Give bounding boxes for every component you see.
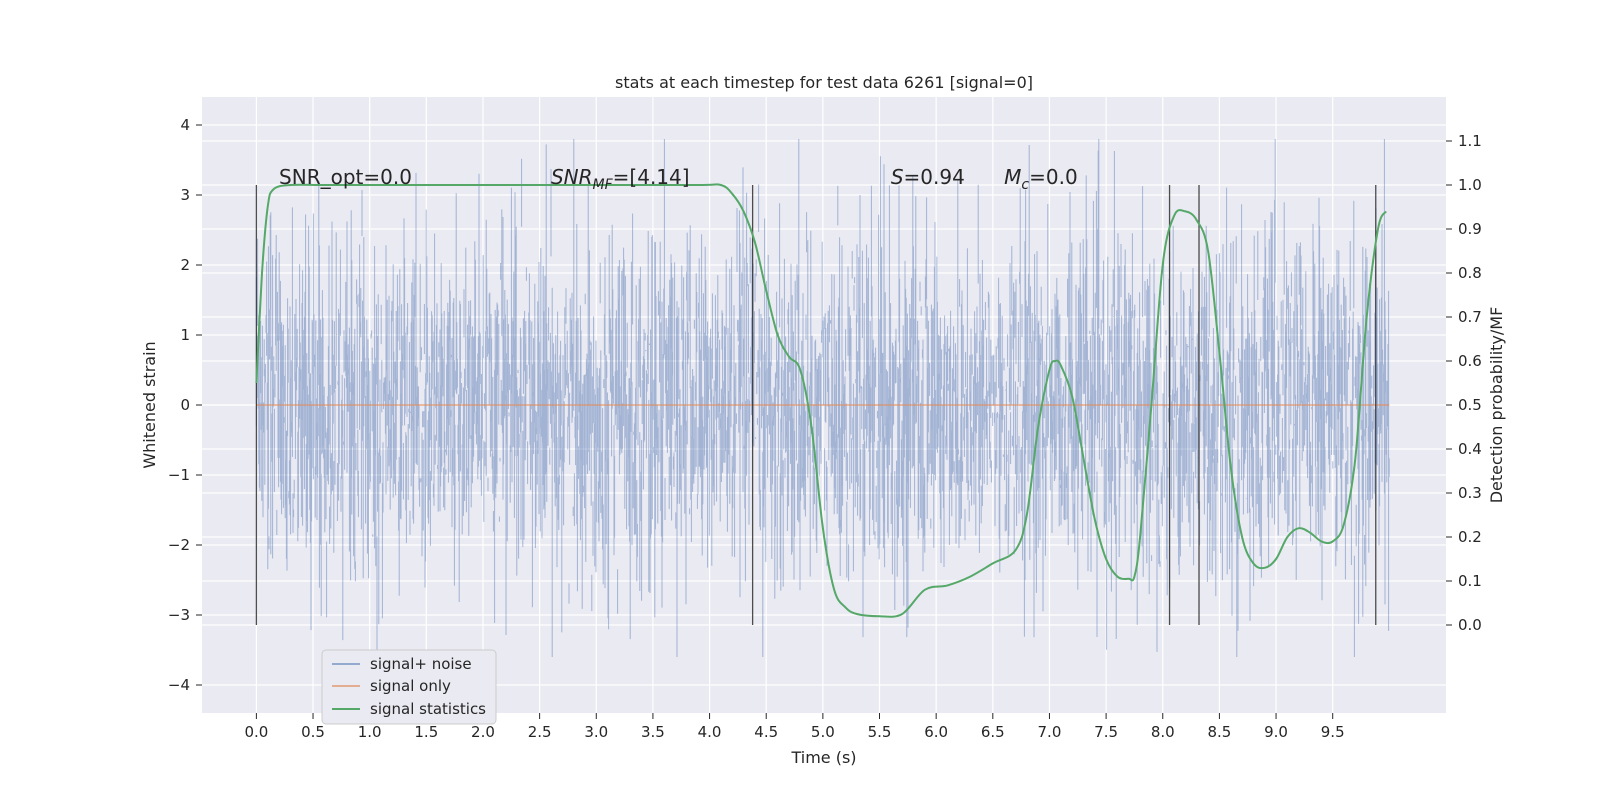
y-left-tick-label: 2 <box>180 256 190 274</box>
x-tick-label: 5.5 <box>868 723 892 741</box>
y-right-tick-label: 0.2 <box>1458 528 1482 546</box>
y-right-tick-label: 0.4 <box>1458 440 1482 458</box>
legend-box <box>321 649 497 725</box>
annotation-text: S=0.94 <box>891 165 965 189</box>
y-right-tick-label: 0.8 <box>1458 264 1482 282</box>
y-right-tick-label: 0.0 <box>1458 616 1482 634</box>
x-tick-label: 0.5 <box>301 723 325 741</box>
y-left-tick-label: −4 <box>168 676 190 694</box>
x-tick-label: 7.0 <box>1038 723 1062 741</box>
y-right-tick-label: 0.6 <box>1458 352 1482 370</box>
series-signal-statistics <box>255 183 1387 618</box>
y-left-tick-label: −1 <box>168 466 190 484</box>
y-axis-left-ticks: −4 −3 −2 −1 0 1 2 3 4 <box>168 116 202 694</box>
x-tick-label: 1.5 <box>414 723 438 741</box>
x-tick-label: 6.0 <box>924 723 948 741</box>
y-axis-left-label: Whitened strain <box>140 341 159 468</box>
annotation-text: SNR_opt=0.0 <box>279 165 412 189</box>
y-right-tick-label: 1.1 <box>1458 132 1482 150</box>
y-axis-right-label: Detection probability/MF <box>1487 307 1506 504</box>
x-tick-label: 3.5 <box>641 723 665 741</box>
annotations: SNR_opt=0.0 SNRMF=[4.14] S=0.94 Mc=0.0 <box>279 165 1078 193</box>
y-axis-right-ticks: 0.0 0.1 0.2 0.3 0.4 0.5 0.6 0.7 0.8 0.9 1.0 1.1 <box>1446 132 1482 634</box>
x-tick-label: 0.0 <box>244 723 268 741</box>
vertical-markers <box>255 185 1377 625</box>
y-right-tick-label: 0.5 <box>1458 396 1482 414</box>
x-tick-label: 5.0 <box>811 723 835 741</box>
x-tick-label: 2.5 <box>528 723 552 741</box>
x-tick-label: 2.0 <box>471 723 495 741</box>
annotation-text: SNRMF=[4.14] <box>551 165 690 193</box>
y-left-tick-label: −3 <box>168 606 190 624</box>
y-left-tick-label: 3 <box>180 186 190 204</box>
legend-label-stats: signal statistics <box>370 700 486 718</box>
x-axis-label: Time (s) <box>790 748 856 767</box>
x-tick-label: 6.5 <box>981 723 1005 741</box>
annotation-text: Mc=0.0 <box>1004 165 1078 193</box>
legend-label-noise: signal+ noise <box>370 655 472 673</box>
legend-label-signal: signal only <box>370 677 451 695</box>
x-tick-label: 8.5 <box>1207 723 1231 741</box>
x-axis-ticks: 0.0 0.5 1.0 1.5 2.0 2.5 3.0 3.5 4.0 4.5 5.0 5.5 6.0 6… <box>244 713 1345 741</box>
x-tick-label: 8.0 <box>1151 723 1175 741</box>
y-left-tick-label: −2 <box>168 536 190 554</box>
x-tick-label: 9.5 <box>1321 723 1345 741</box>
x-tick-label: 9.0 <box>1264 723 1288 741</box>
y-right-tick-label: 0.3 <box>1458 484 1482 502</box>
x-tick-label: 3.0 <box>584 723 608 741</box>
y-right-tick-label: 0.1 <box>1458 572 1482 590</box>
y-left-tick-label: 1 <box>180 326 190 344</box>
y-right-tick-label: 0.9 <box>1458 220 1482 238</box>
chart-title: stats at each timestep for test data 626… <box>615 73 1033 92</box>
x-tick-label: 4.5 <box>754 723 778 741</box>
y-left-tick-label: 4 <box>180 116 190 134</box>
y-right-tick-label: 1.0 <box>1458 176 1482 194</box>
y-right-tick-label: 0.7 <box>1458 308 1482 326</box>
signal-statistics-line <box>255 183 1387 618</box>
x-tick-label: 4.0 <box>698 723 722 741</box>
y-left-tick-label: 0 <box>180 396 190 414</box>
x-tick-label: 7.5 <box>1094 723 1118 741</box>
x-tick-label: 1.0 <box>358 723 382 741</box>
legend: signal+ noise signal only signal statist… <box>321 649 497 725</box>
